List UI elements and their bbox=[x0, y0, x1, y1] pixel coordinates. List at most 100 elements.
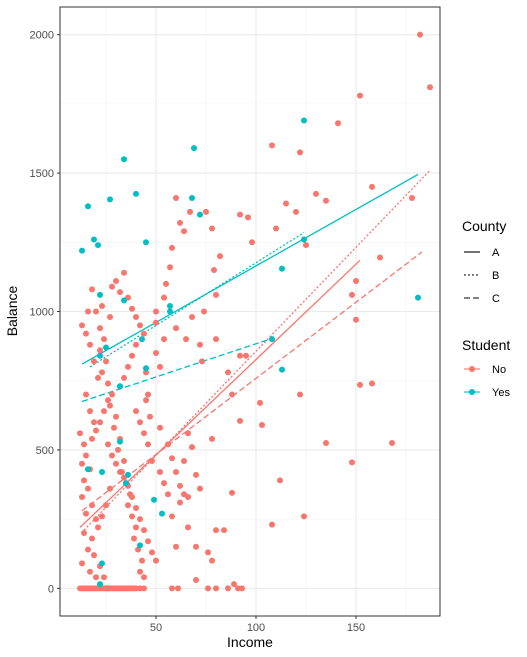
point-no bbox=[177, 499, 183, 506]
point-no bbox=[129, 513, 135, 520]
point-no bbox=[145, 391, 151, 398]
point-no bbox=[209, 557, 215, 564]
point-no bbox=[141, 585, 147, 592]
point-no bbox=[293, 208, 299, 215]
point-no bbox=[129, 305, 135, 312]
point-no bbox=[283, 200, 289, 207]
point-no bbox=[237, 211, 243, 218]
fit-line-no-b bbox=[83, 169, 431, 531]
point-no bbox=[99, 513, 105, 520]
point-no bbox=[389, 439, 395, 446]
point-no bbox=[137, 419, 143, 426]
point-no bbox=[409, 195, 415, 202]
y-tick-label: 1500 bbox=[30, 168, 54, 180]
point-no bbox=[113, 460, 119, 467]
point-yes bbox=[97, 581, 103, 588]
x-axis-title: Income bbox=[227, 634, 273, 650]
point-no bbox=[173, 325, 179, 332]
point-no bbox=[145, 441, 151, 448]
point-no bbox=[77, 430, 83, 437]
point-no bbox=[193, 577, 199, 584]
point-no bbox=[79, 493, 85, 500]
legend-title-student: Student bbox=[462, 337, 510, 353]
point-no bbox=[297, 391, 303, 398]
point-yes bbox=[301, 117, 307, 124]
point-yes bbox=[159, 510, 165, 517]
point-no bbox=[81, 529, 87, 536]
point-no bbox=[93, 574, 99, 581]
point-no bbox=[229, 489, 235, 496]
point-no bbox=[183, 336, 189, 343]
point-no bbox=[213, 291, 219, 298]
point-no bbox=[147, 413, 153, 420]
point-no bbox=[95, 374, 101, 381]
point-no bbox=[239, 585, 245, 592]
point-no bbox=[353, 278, 359, 285]
legend-key-dot-yes bbox=[469, 389, 475, 395]
point-no bbox=[109, 391, 115, 398]
point-no bbox=[225, 585, 231, 592]
points bbox=[77, 31, 433, 592]
point-yes bbox=[79, 247, 85, 254]
point-no bbox=[181, 228, 187, 235]
point-yes bbox=[133, 190, 139, 197]
point-no bbox=[81, 477, 87, 484]
point-no bbox=[189, 314, 195, 321]
point-no bbox=[165, 491, 171, 498]
point-no bbox=[131, 535, 137, 542]
point-no bbox=[129, 493, 135, 500]
point-no bbox=[109, 452, 115, 459]
point-no bbox=[357, 92, 363, 99]
point-no bbox=[83, 330, 89, 337]
point-yes bbox=[167, 308, 173, 315]
point-no bbox=[93, 308, 99, 315]
point-no bbox=[303, 242, 309, 249]
point-no bbox=[105, 441, 111, 448]
point-no bbox=[169, 455, 175, 462]
point-no bbox=[161, 480, 167, 487]
point-yes bbox=[91, 236, 97, 243]
point-no bbox=[245, 214, 251, 221]
point-no bbox=[229, 391, 235, 398]
point-no bbox=[97, 347, 103, 354]
point-no bbox=[205, 549, 211, 556]
point-no bbox=[349, 459, 355, 466]
point-no bbox=[209, 225, 215, 232]
point-no bbox=[133, 524, 139, 531]
point-no bbox=[225, 369, 231, 376]
point-no bbox=[269, 142, 275, 149]
legend-label-county: A bbox=[492, 247, 500, 259]
point-no bbox=[357, 381, 363, 388]
point-no bbox=[113, 413, 119, 420]
point-no bbox=[157, 424, 163, 431]
x-tick-label: 50 bbox=[150, 622, 162, 634]
point-yes bbox=[99, 469, 105, 476]
point-no bbox=[89, 435, 95, 442]
point-yes bbox=[97, 291, 103, 298]
point-no bbox=[91, 552, 97, 559]
point-no bbox=[153, 557, 159, 564]
point-yes bbox=[415, 294, 421, 301]
point-no bbox=[185, 524, 191, 531]
x-tick-label: 100 bbox=[247, 622, 265, 634]
point-no bbox=[417, 31, 423, 38]
point-no bbox=[323, 197, 329, 204]
point-yes bbox=[125, 471, 131, 478]
point-no bbox=[111, 424, 117, 431]
point-no bbox=[177, 219, 183, 226]
point-no bbox=[201, 308, 207, 315]
point-no bbox=[377, 254, 383, 261]
point-no bbox=[169, 513, 175, 520]
fit-line-yes-a bbox=[81, 173, 419, 365]
point-no bbox=[117, 289, 123, 296]
point-no bbox=[89, 502, 95, 509]
x-axis: 50 100 150 bbox=[150, 616, 365, 634]
legend-title-county: County bbox=[462, 218, 506, 234]
point-no bbox=[211, 266, 217, 273]
point-no bbox=[101, 336, 107, 343]
point-no bbox=[83, 510, 89, 517]
point-no bbox=[353, 316, 359, 323]
point-no bbox=[217, 253, 223, 260]
point-no bbox=[87, 408, 93, 415]
point-yes bbox=[279, 265, 285, 272]
